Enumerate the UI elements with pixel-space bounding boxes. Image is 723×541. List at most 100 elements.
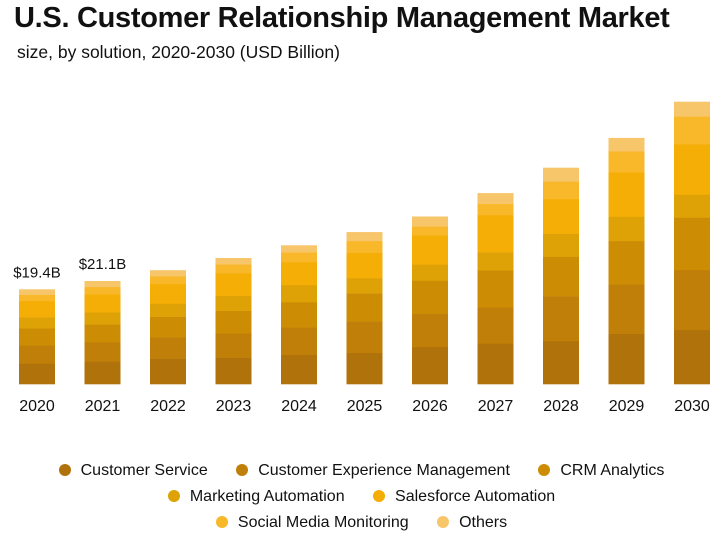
bar-segment-salesforce-automation-2024 — [281, 261, 317, 286]
bar-segment-social-media-monitoring-2021 — [84, 286, 121, 295]
data-label-2021: $21.1B — [79, 256, 127, 273]
bar-segment-customer-experience-management-2025 — [346, 321, 383, 354]
bar-segment-social-media-monitoring-2029 — [608, 151, 645, 173]
bar-segment-salesforce-automation-2020 — [19, 301, 55, 318]
x-tick-label-2024: 2024 — [281, 398, 317, 415]
bar-segment-others-2022 — [150, 270, 186, 277]
bar-stack-2023 — [215, 258, 252, 385]
bar-segment-social-media-monitoring-2026 — [412, 226, 448, 236]
bar-segment-crm-analytics-2022 — [150, 316, 186, 338]
bar-segment-salesforce-automation-2021 — [84, 294, 121, 313]
chart-subtitle: size, by solution, 2020-2030 (USD Billio… — [17, 42, 340, 62]
bar-stack-2020 — [19, 289, 55, 385]
bar-stack-2022 — [150, 270, 186, 385]
bar-segment-social-media-monitoring-2022 — [150, 276, 186, 285]
bar-segment-crm-analytics-2028 — [543, 256, 579, 297]
legend-item-others: Others — [437, 514, 507, 532]
bar-segment-customer-experience-management-2024 — [281, 327, 317, 355]
legend-item-customer-experience-management: Customer Experience Management — [236, 462, 510, 480]
bar-segment-marketing-automation-2025 — [346, 278, 383, 294]
bar-segment-salesforce-automation-2030 — [674, 144, 710, 195]
bar-segment-others-2025 — [346, 232, 383, 242]
bar-segment-salesforce-automation-2022 — [150, 283, 186, 304]
legend-item-customer-service: Customer Service — [58, 462, 208, 480]
x-tick-label-2021: 2021 — [85, 398, 121, 415]
bar-segment-social-media-monitoring-2020 — [19, 294, 55, 302]
bar-segment-customer-experience-management-2030 — [674, 269, 710, 331]
bar-segment-marketing-automation-2022 — [150, 303, 186, 317]
bar-segment-customer-experience-management-2028 — [543, 296, 579, 342]
bar-segment-salesforce-automation-2027 — [477, 215, 514, 253]
bar-segment-marketing-automation-2026 — [412, 264, 448, 281]
legend-label: Marketing Automation — [189, 488, 345, 505]
legend-label: Others — [459, 514, 508, 531]
legend-swatch — [538, 464, 551, 476]
x-tick-label-2030: 2030 — [674, 398, 710, 415]
bar-segment-customer-experience-management-2029 — [608, 284, 645, 334]
x-tick-label-2027: 2027 — [478, 398, 514, 415]
bar-segment-marketing-automation-2027 — [477, 252, 514, 271]
legend-swatch — [58, 464, 71, 476]
legend-label: Customer Experience Management — [258, 462, 510, 479]
bar-segment-others-2021 — [84, 281, 121, 288]
bar-segment-others-2028 — [543, 167, 579, 182]
bar-segment-marketing-automation-2028 — [543, 233, 579, 257]
bar-segment-customer-service-2022 — [150, 358, 186, 385]
bar-segment-others-2024 — [281, 245, 317, 253]
bar-segment-marketing-automation-2021 — [84, 312, 121, 325]
bar-segment-crm-analytics-2021 — [84, 324, 121, 343]
bar-segment-marketing-automation-2023 — [215, 295, 252, 311]
legend-label: Social Media Monitoring — [237, 514, 409, 531]
bar-segment-customer-service-2021 — [84, 361, 121, 385]
bar-segment-salesforce-automation-2025 — [346, 252, 383, 279]
bar-segment-crm-analytics-2025 — [346, 293, 383, 322]
legend-item-salesforce-automation: Salesforce Automation — [373, 488, 555, 506]
legend-row-1: Customer Service Customer Experience Man… — [0, 462, 723, 480]
legend-row-2: Marketing Automation Salesforce Automati… — [0, 488, 723, 506]
legend-item-social-media-monitoring: Social Media Monitoring — [215, 514, 409, 532]
bar-segment-customer-service-2026 — [412, 346, 448, 385]
legend-swatch — [236, 464, 249, 476]
bar-segment-customer-service-2024 — [281, 354, 317, 385]
legend-swatch — [215, 516, 228, 528]
bar-stack-2028 — [543, 167, 579, 385]
bar-stack-2024 — [281, 245, 317, 385]
bar-segment-salesforce-automation-2028 — [543, 198, 579, 234]
bar-segment-customer-service-2027 — [477, 343, 514, 385]
bar-segment-crm-analytics-2029 — [608, 240, 645, 285]
bar-segment-customer-experience-management-2021 — [84, 342, 121, 362]
bar-segment-customer-service-2028 — [543, 341, 579, 385]
bar-segment-marketing-automation-2024 — [281, 284, 317, 303]
legend-item-crm-analytics: CRM Analytics — [538, 462, 664, 480]
x-tick-label-2020: 2020 — [19, 398, 55, 415]
legend-label: Customer Service — [80, 462, 208, 479]
stacked-bar-chart: 2020 $19.4B 2021 $21.1B 2022 2023 2024 2025 2026… — [13, 101, 710, 415]
chart-title: U.S. Customer Relationship Management Ma… — [14, 2, 670, 34]
legend-swatch — [437, 516, 450, 528]
bar-segment-others-2029 — [608, 137, 645, 152]
data-label-2020: $19.4B — [13, 264, 61, 281]
bar-segment-social-media-monitoring-2024 — [281, 252, 317, 263]
bar-segment-social-media-monitoring-2028 — [543, 181, 579, 200]
legend-swatch — [167, 490, 180, 502]
x-tick-label-2028: 2028 — [543, 398, 579, 415]
bar-segment-crm-analytics-2023 — [215, 310, 252, 334]
x-tick-label-2022: 2022 — [150, 398, 186, 415]
bar-segment-salesforce-automation-2023 — [215, 273, 252, 296]
bar-segment-social-media-monitoring-2023 — [215, 264, 252, 274]
bar-stack-2021 — [84, 281, 121, 385]
legend-swatch — [373, 490, 386, 502]
bar-segment-social-media-monitoring-2030 — [674, 116, 710, 145]
legend-label: CRM Analytics — [560, 462, 665, 479]
legend-label: Salesforce Automation — [395, 488, 556, 505]
bar-segment-others-2023 — [215, 258, 252, 265]
bar-segment-marketing-automation-2020 — [19, 317, 55, 329]
bar-segment-customer-service-2020 — [19, 363, 55, 385]
x-tick-label-2025: 2025 — [347, 398, 383, 415]
legend-item-marketing-automation: Marketing Automation — [167, 488, 345, 506]
bar-segment-customer-experience-management-2022 — [150, 337, 186, 359]
bar-segment-others-2020 — [19, 289, 55, 295]
bar-segment-others-2026 — [412, 216, 448, 227]
bar-stack-2027 — [477, 193, 514, 385]
bar-segment-crm-analytics-2027 — [477, 270, 514, 308]
